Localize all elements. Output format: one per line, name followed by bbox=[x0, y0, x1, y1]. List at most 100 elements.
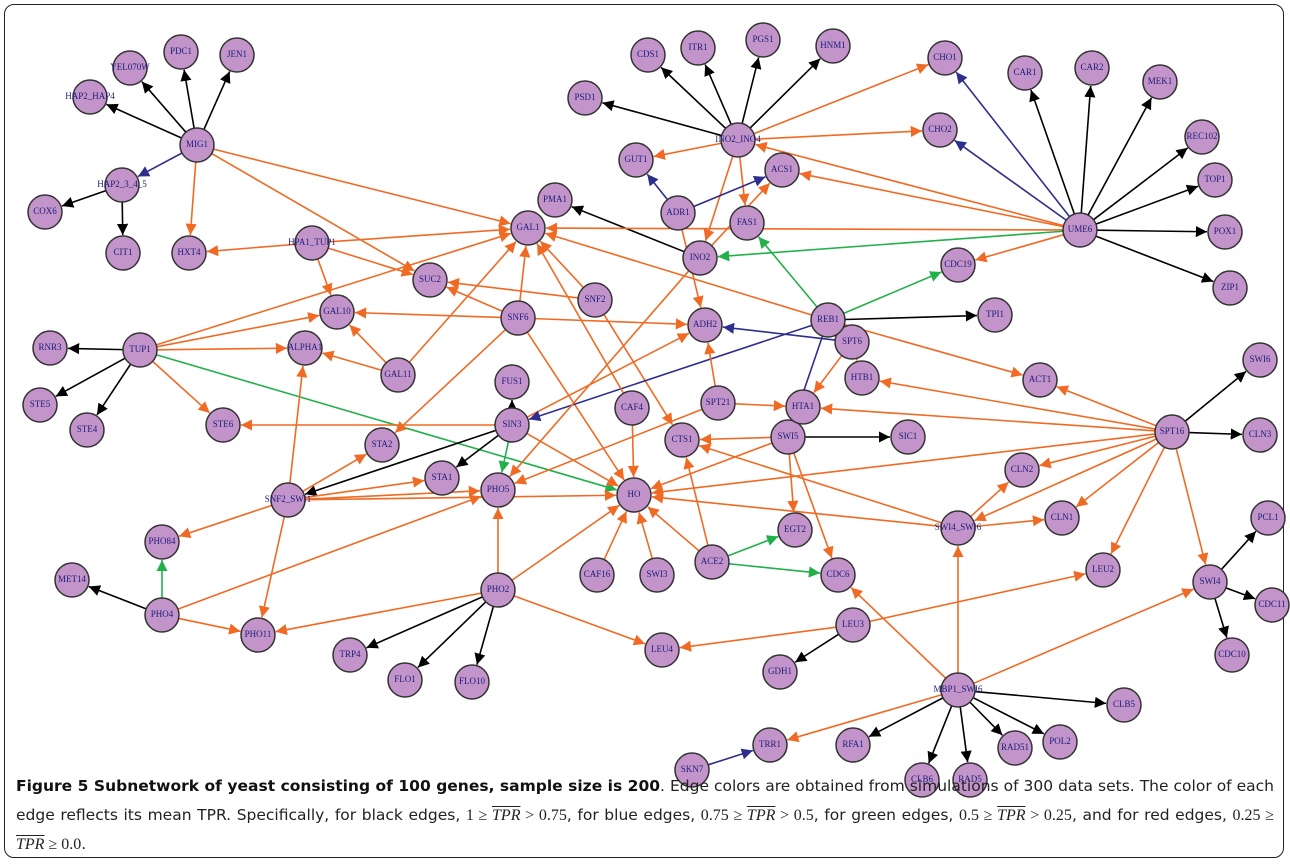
node bbox=[922, 112, 958, 148]
node-label: CIT1 bbox=[114, 247, 133, 257]
node-label: ALPHA1 bbox=[288, 342, 323, 352]
edge bbox=[289, 365, 308, 484]
node-label: CLN2 bbox=[1011, 464, 1034, 474]
node bbox=[815, 28, 851, 64]
node-label: MBP1_SWI6 bbox=[933, 684, 983, 694]
node-label: PCL1 bbox=[1257, 512, 1278, 522]
edge bbox=[1175, 448, 1209, 565]
node-label: INO2 bbox=[690, 252, 711, 262]
edge bbox=[844, 323, 1023, 378]
node-label: MET14 bbox=[58, 574, 86, 584]
edge bbox=[820, 403, 1156, 432]
node-label: ITR1 bbox=[689, 42, 708, 52]
edge bbox=[304, 429, 497, 497]
edge bbox=[651, 433, 1156, 498]
node bbox=[1197, 162, 1233, 198]
node bbox=[820, 557, 856, 593]
node bbox=[762, 654, 798, 690]
node-label: PHO5 bbox=[487, 484, 510, 494]
node-label: HTA1 bbox=[792, 401, 814, 411]
node bbox=[144, 597, 180, 633]
inequality: 0.75 ≥ TPR > 0.5 bbox=[701, 807, 814, 824]
edge bbox=[959, 706, 972, 763]
caption-text: , for green edges, bbox=[813, 806, 959, 824]
edge bbox=[55, 357, 126, 398]
node-label: CAR2 bbox=[1080, 62, 1103, 72]
node bbox=[332, 637, 368, 673]
edge bbox=[660, 66, 727, 129]
edge bbox=[455, 434, 499, 468]
node-label: SWI4_SWI6 bbox=[935, 522, 982, 532]
math: TPR bbox=[16, 836, 45, 853]
node bbox=[364, 427, 400, 463]
edge bbox=[813, 355, 843, 394]
node-label: PHO4 bbox=[151, 609, 174, 619]
node-label: SIN3 bbox=[502, 419, 522, 429]
node bbox=[69, 412, 105, 448]
math: 1 ≥ bbox=[465, 807, 493, 824]
edge bbox=[693, 175, 766, 208]
node-label: CAF16 bbox=[584, 569, 611, 579]
node bbox=[412, 262, 448, 298]
node-label: CHO2 bbox=[928, 124, 952, 134]
frame bbox=[4, 4, 1284, 858]
node bbox=[1044, 500, 1080, 536]
edge bbox=[754, 125, 923, 140]
edge bbox=[514, 408, 703, 485]
edge bbox=[519, 245, 531, 302]
edge bbox=[794, 633, 840, 663]
edge bbox=[734, 400, 786, 412]
node-label: SWI5 bbox=[778, 431, 799, 441]
edge bbox=[753, 63, 929, 135]
edge bbox=[178, 617, 241, 635]
node bbox=[500, 300, 536, 336]
node-label: CDC19 bbox=[944, 259, 972, 269]
node-label: SNF2 bbox=[584, 294, 605, 304]
node bbox=[480, 472, 516, 508]
node-label: SNF2_SWI1 bbox=[265, 494, 312, 504]
edge bbox=[366, 596, 483, 649]
node-label: ADR1 bbox=[666, 207, 690, 217]
edge bbox=[394, 329, 507, 434]
node bbox=[144, 524, 180, 560]
node bbox=[72, 79, 108, 115]
edge bbox=[793, 452, 834, 559]
node-label: CTS1 bbox=[671, 434, 692, 444]
edge bbox=[509, 270, 690, 477]
node-label: FLO1 bbox=[394, 674, 416, 684]
edge bbox=[498, 441, 510, 473]
edge bbox=[973, 588, 1194, 685]
node bbox=[1106, 687, 1142, 723]
edge bbox=[1096, 225, 1208, 238]
node bbox=[1192, 564, 1228, 600]
edge bbox=[545, 222, 1064, 234]
math: TPR bbox=[746, 807, 776, 824]
edge bbox=[1214, 598, 1229, 638]
node-label: HO bbox=[628, 489, 641, 499]
edge bbox=[156, 342, 288, 354]
node bbox=[163, 34, 199, 70]
node-label: ACE2 bbox=[701, 556, 724, 566]
node-label: TOP1 bbox=[1204, 174, 1225, 184]
node bbox=[122, 332, 158, 368]
node bbox=[22, 387, 58, 423]
node bbox=[1074, 50, 1110, 86]
node-label: STE4 bbox=[77, 424, 98, 434]
edge bbox=[155, 231, 512, 346]
node-label: GUT1 bbox=[625, 154, 648, 164]
edge bbox=[1188, 428, 1243, 440]
edge bbox=[722, 322, 836, 341]
node bbox=[680, 30, 716, 66]
edge bbox=[511, 504, 620, 581]
node bbox=[1250, 500, 1286, 536]
edge bbox=[534, 317, 688, 330]
node bbox=[1085, 552, 1121, 588]
node bbox=[660, 195, 696, 231]
node bbox=[687, 307, 723, 343]
node-label: ADH2 bbox=[693, 319, 717, 329]
edge bbox=[88, 585, 147, 610]
math: > 0.75 bbox=[520, 807, 567, 824]
node bbox=[835, 607, 871, 643]
node-label: POL2 bbox=[1049, 736, 1071, 746]
edge bbox=[203, 71, 231, 130]
